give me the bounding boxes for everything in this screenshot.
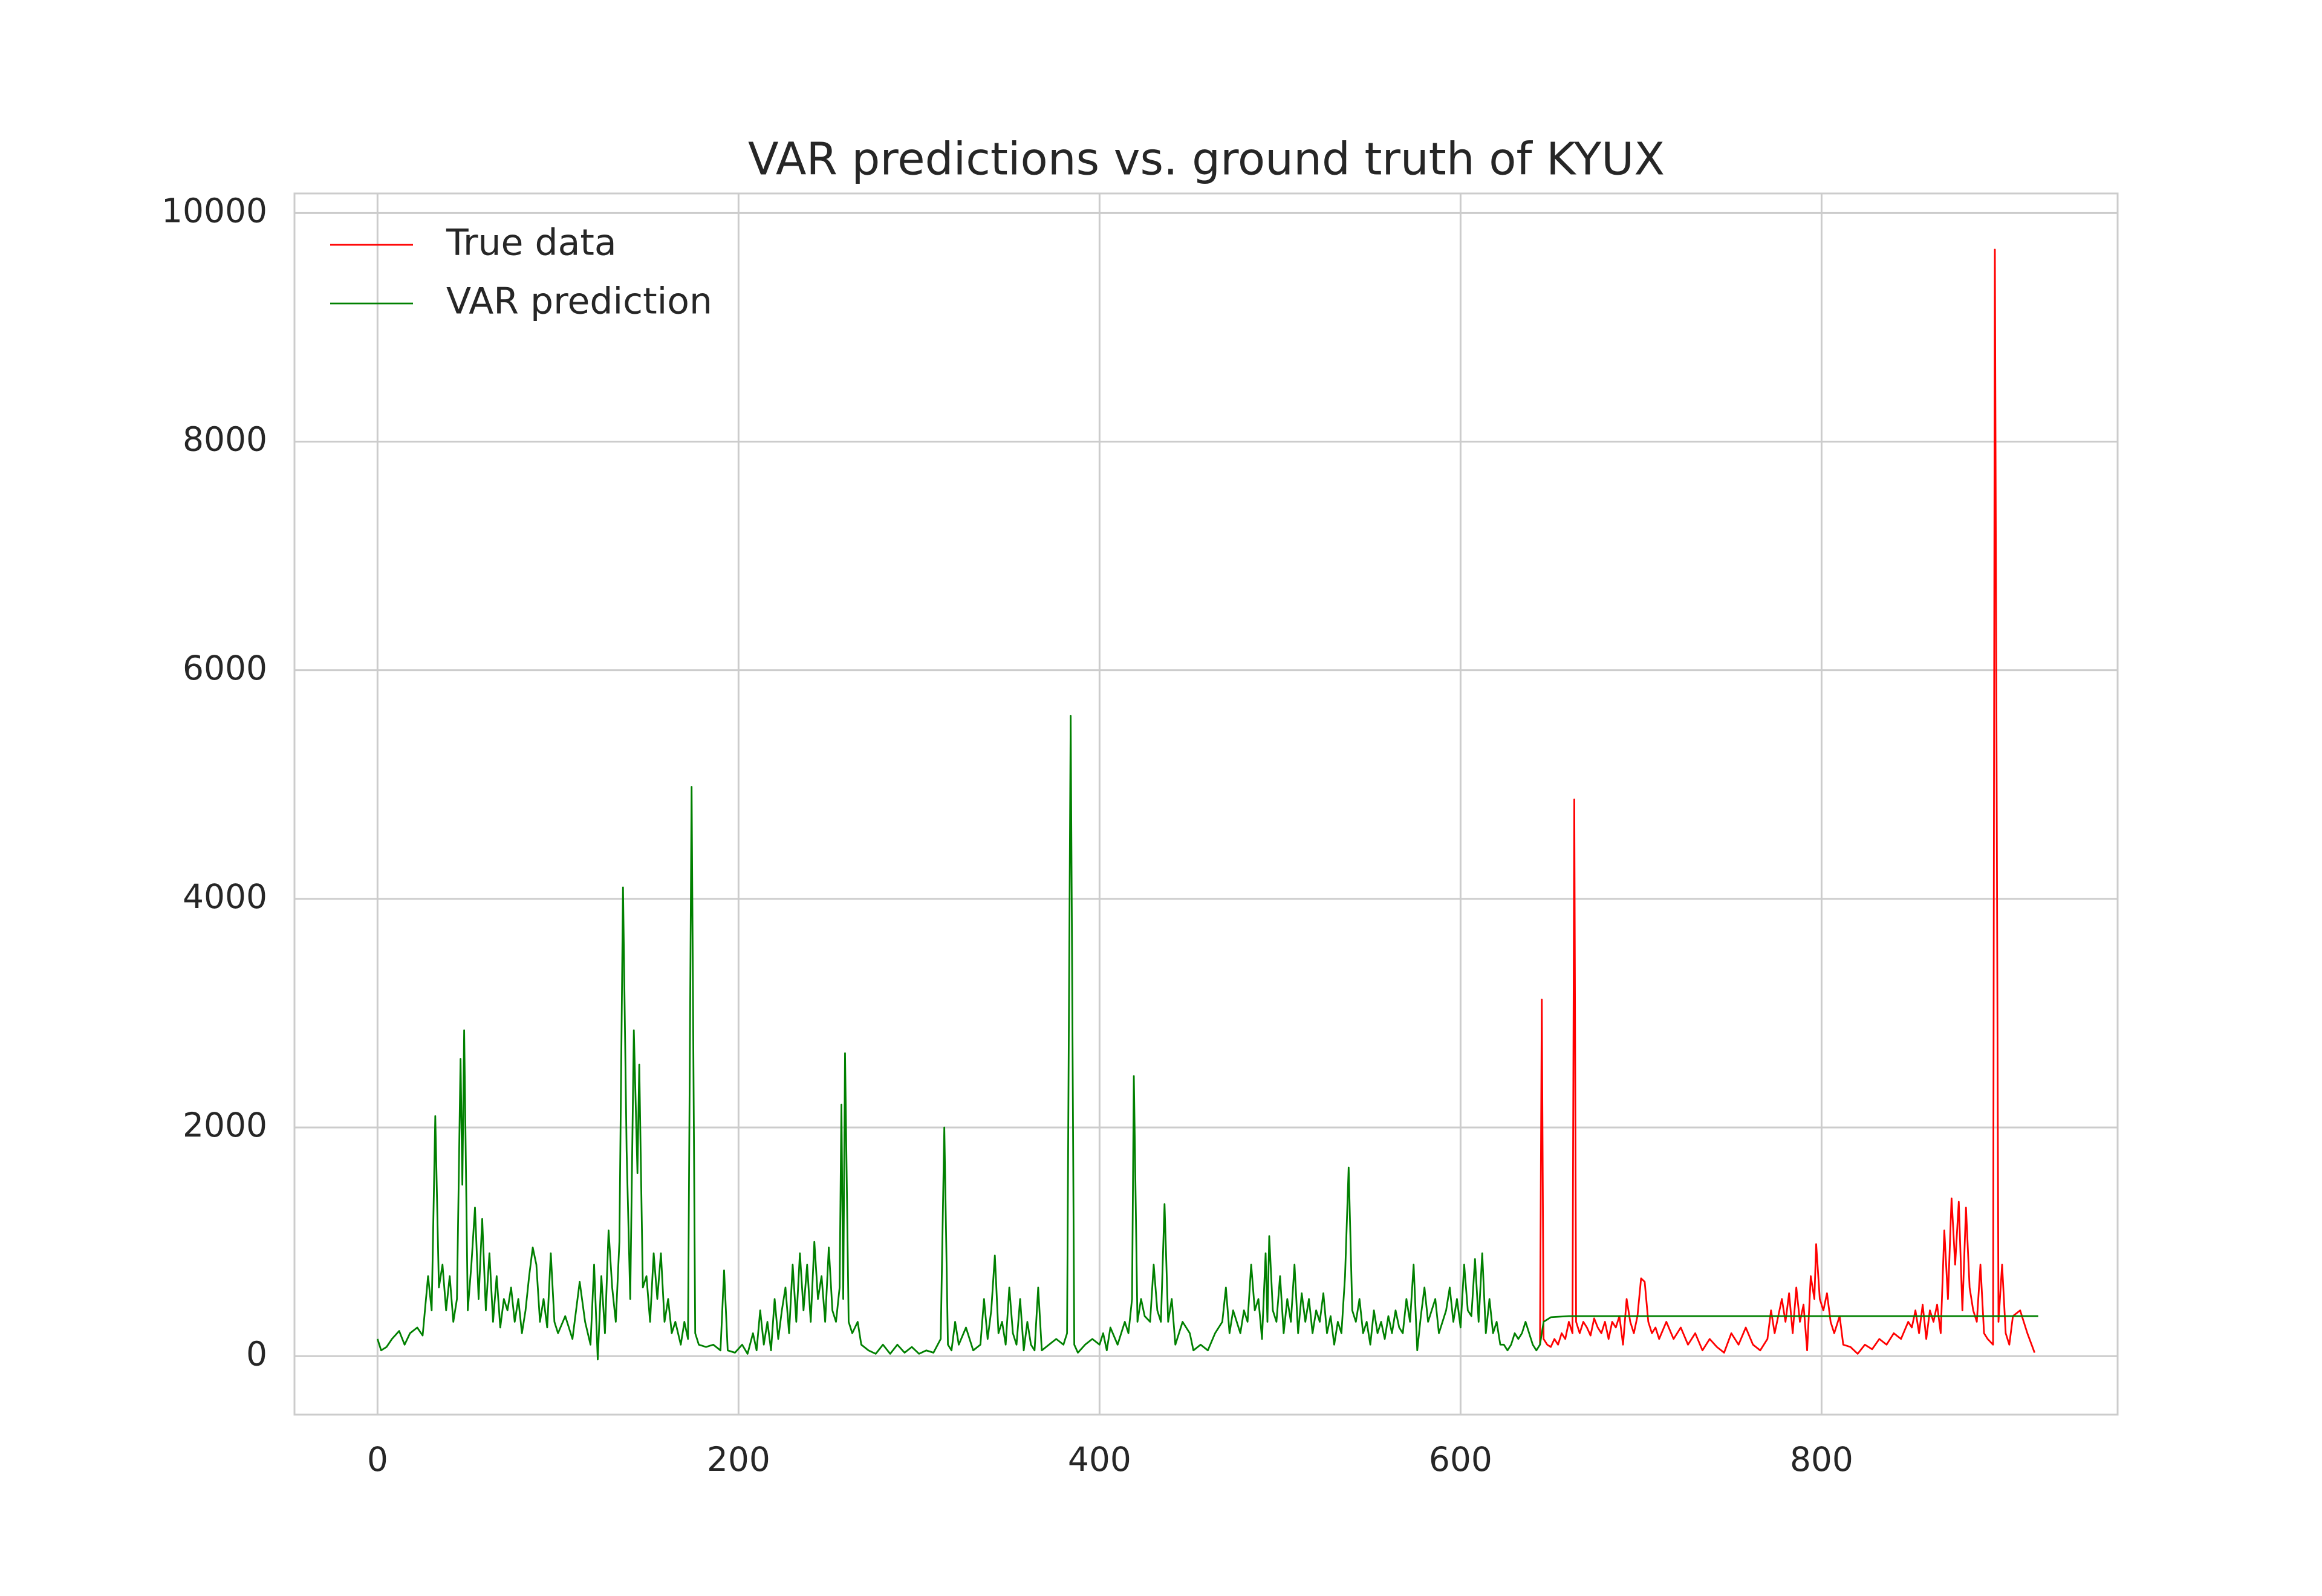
y-tick-label: 6000 bbox=[183, 649, 267, 687]
y-tick-label: 4000 bbox=[183, 877, 267, 916]
y-tick-label: 8000 bbox=[183, 420, 267, 459]
x-tick-label: 0 bbox=[367, 1440, 388, 1479]
legend: True data VAR prediction bbox=[330, 222, 712, 323]
x-tick-label: 400 bbox=[1068, 1440, 1131, 1479]
x-tick-label: 800 bbox=[1790, 1440, 1853, 1479]
plot-area bbox=[376, 248, 2038, 1361]
x-tick-label: 600 bbox=[1429, 1440, 1492, 1479]
legend-label: VAR prediction bbox=[446, 281, 712, 323]
legend-label: True data bbox=[446, 222, 617, 264]
y-tick-label: 10000 bbox=[161, 191, 267, 230]
axes-frame bbox=[293, 192, 2119, 1416]
grid bbox=[294, 193, 2118, 1415]
chart-title: VAR predictions vs. ground truth of KYUX bbox=[748, 134, 1665, 186]
series-line bbox=[1539, 248, 2035, 1355]
x-tick-label: 200 bbox=[707, 1440, 770, 1479]
y-tick-label: 0 bbox=[246, 1334, 267, 1373]
series-line bbox=[376, 715, 2038, 1361]
y-tick-label: 2000 bbox=[183, 1106, 267, 1144]
